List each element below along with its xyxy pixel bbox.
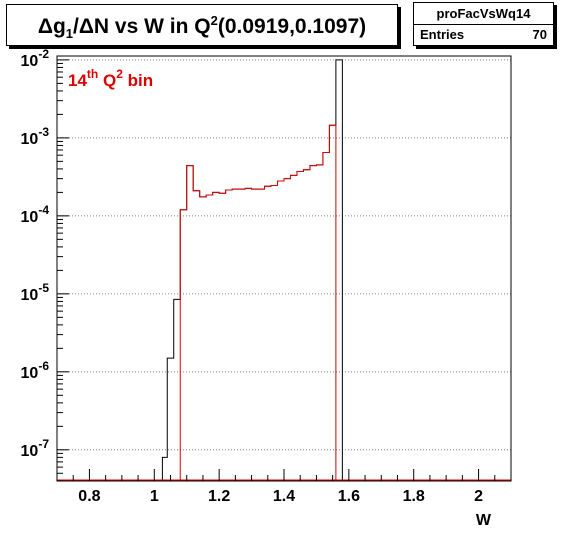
title-tail: (0.0919,0.1097) bbox=[217, 15, 367, 38]
y-tick-base: 10 bbox=[21, 53, 39, 70]
stats-histogram-name: proFacVsWq14 bbox=[414, 4, 553, 25]
title-box: Δg1/ΔN vs W in Q2(0.0919,0.1097) bbox=[6, 4, 398, 46]
stats-entries-label: Entries bbox=[420, 27, 465, 42]
stats-entries-value: 70 bbox=[532, 27, 547, 42]
y-tick-label: 10-4 bbox=[21, 203, 50, 226]
chart-title: Δg1/ΔN vs W in Q2(0.0919,0.1097) bbox=[7, 13, 397, 41]
annotation-th-superscript: th bbox=[87, 67, 98, 81]
y-tick-exponent: -4 bbox=[38, 203, 49, 217]
y-tick-base: 10 bbox=[21, 131, 39, 148]
x-tick-label: 1.2 bbox=[208, 488, 230, 505]
y-tick-label: 10-5 bbox=[21, 281, 50, 304]
y-tick-base: 10 bbox=[21, 209, 39, 226]
histogram-series bbox=[57, 59, 511, 481]
title-main: Δg bbox=[37, 15, 66, 38]
y-tick-base: 10 bbox=[21, 443, 39, 460]
x-tick-label: 2 bbox=[474, 488, 483, 505]
annotation-bin: bin bbox=[123, 71, 153, 90]
y-tick-label: 10-3 bbox=[21, 125, 50, 148]
x-axis-label: W bbox=[476, 512, 492, 529]
annotation-q-superscript: 2 bbox=[116, 67, 123, 81]
x-tick-label: 1 bbox=[150, 488, 159, 505]
annotation-number: 14 bbox=[68, 71, 87, 90]
x-tick-label: 0.8 bbox=[78, 488, 100, 505]
y-tick-exponent: -3 bbox=[38, 125, 49, 139]
x-tick-label: 1.8 bbox=[403, 488, 425, 505]
title-mid: /ΔN vs W in Q bbox=[73, 15, 211, 38]
y-tick-base: 10 bbox=[21, 287, 39, 304]
histogram-black-series bbox=[161, 59, 343, 480]
y-tick-exponent: -5 bbox=[38, 281, 49, 295]
y-tick-exponent: -6 bbox=[38, 359, 49, 373]
annotation-q: Q bbox=[98, 71, 116, 90]
histogram-red-series bbox=[179, 124, 337, 480]
grid-lines bbox=[57, 59, 511, 451]
x-tick-label: 1.6 bbox=[338, 488, 360, 505]
plot-frame bbox=[56, 55, 512, 482]
y-tick-label: 10-7 bbox=[21, 437, 50, 460]
y-tick-base: 10 bbox=[21, 365, 39, 382]
axes: 10-210-310-410-510-610-70.8 1 1.2 1.4 1.6 1.8… bbox=[21, 47, 512, 505]
y-tick-label: 10-6 bbox=[21, 359, 50, 382]
title-subscript: 1 bbox=[65, 26, 73, 42]
title-superscript: 2 bbox=[210, 13, 218, 28]
stats-box: proFacVsWq14 Entries 70 bbox=[413, 2, 554, 46]
bin-annotation: 14th Q2 bin bbox=[68, 67, 153, 90]
x-tick-label: 1.4 bbox=[273, 488, 295, 505]
y-tick-exponent: -2 bbox=[38, 47, 49, 61]
y-tick-exponent: -7 bbox=[38, 437, 49, 451]
y-tick-label: 10-2 bbox=[21, 47, 50, 70]
